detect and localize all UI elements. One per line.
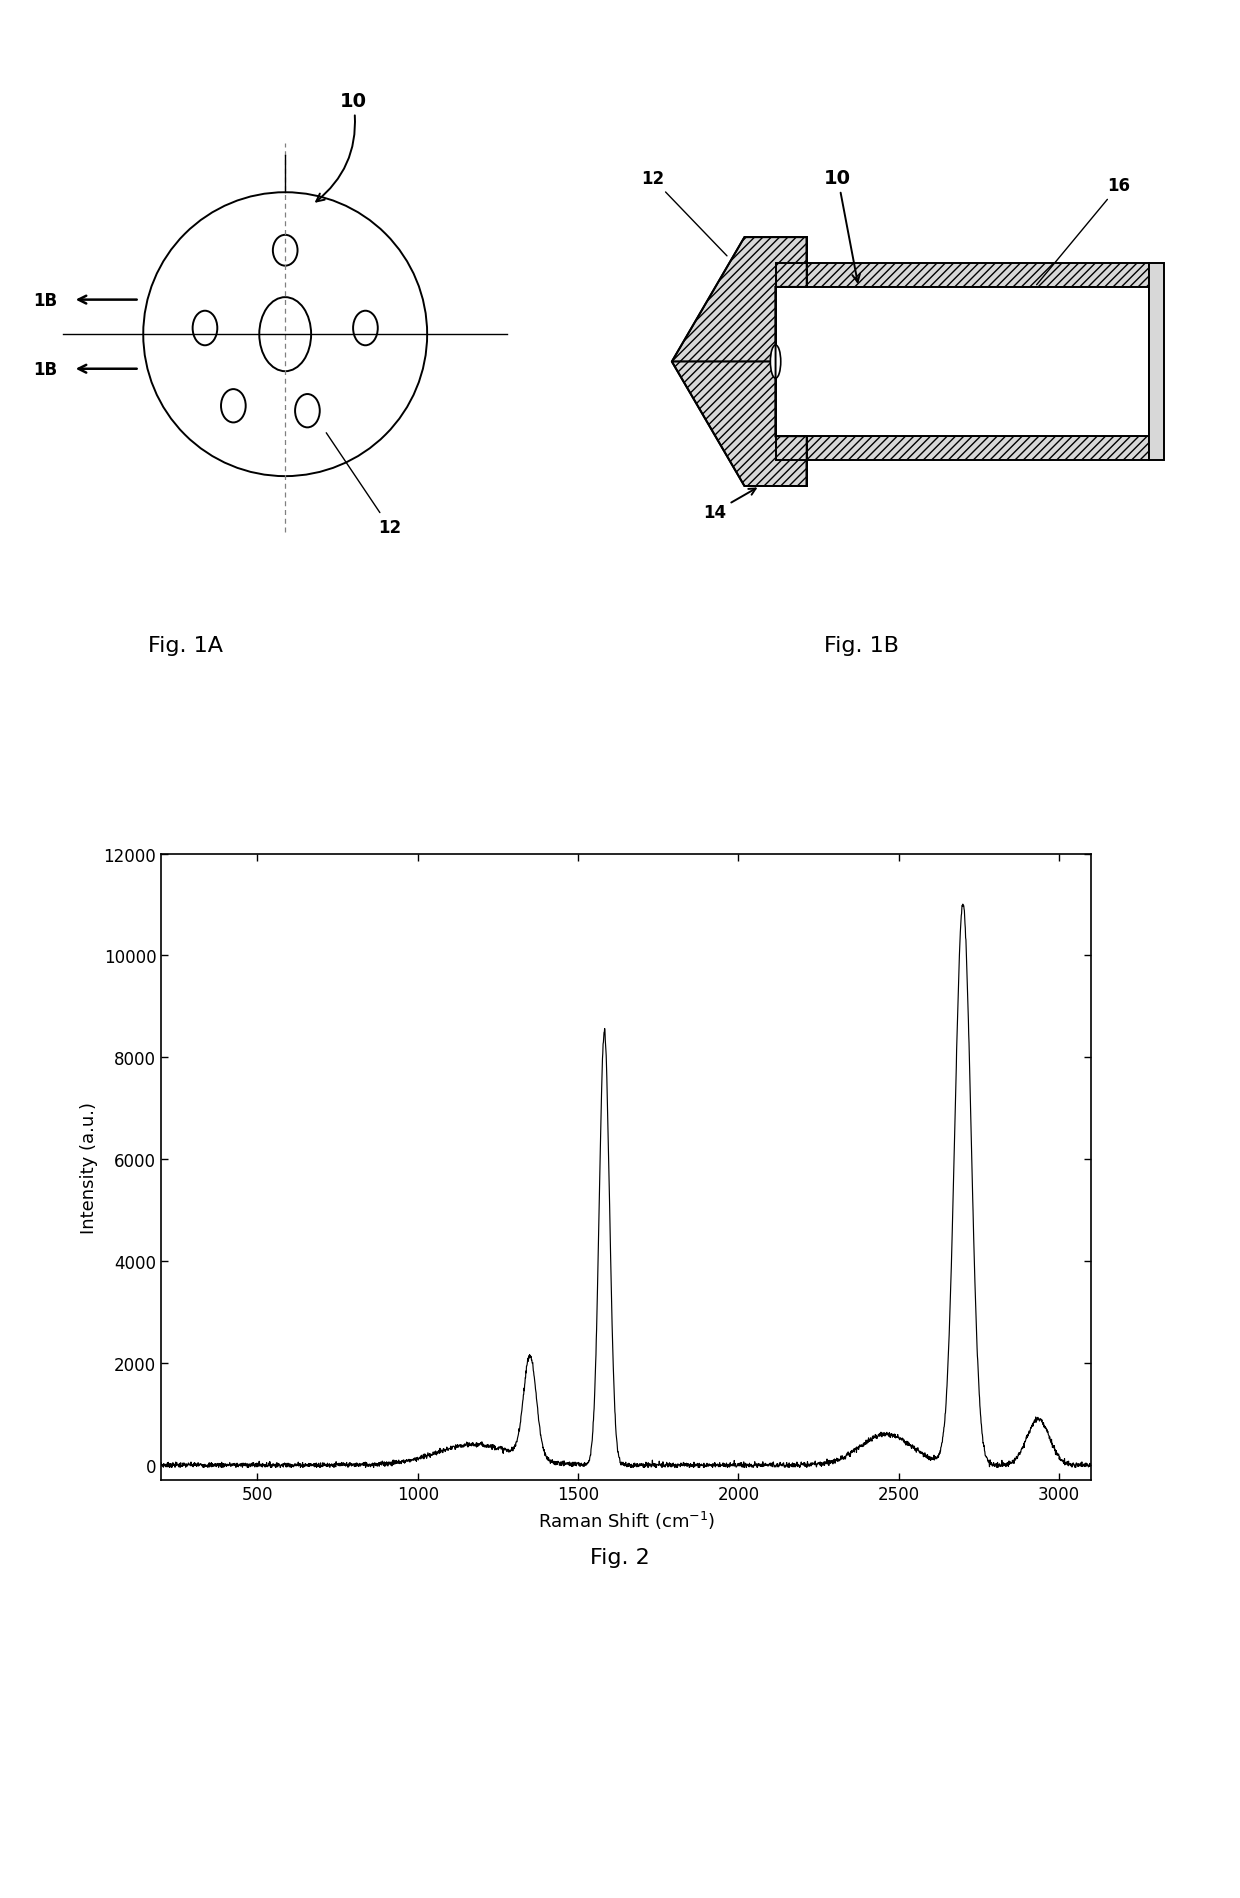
Polygon shape <box>672 237 807 363</box>
Text: 1B: 1B <box>32 361 57 378</box>
Ellipse shape <box>770 345 781 380</box>
Text: Fig. 2: Fig. 2 <box>590 1547 650 1568</box>
Text: 1B: 1B <box>32 292 57 309</box>
X-axis label: Raman Shift (cm$^{-1}$): Raman Shift (cm$^{-1}$) <box>537 1509 715 1532</box>
Text: 10: 10 <box>825 169 861 283</box>
Polygon shape <box>775 437 1149 461</box>
Text: Fig. 1B: Fig. 1B <box>825 636 899 657</box>
Polygon shape <box>1149 264 1164 461</box>
Text: 14: 14 <box>703 490 755 522</box>
Polygon shape <box>775 264 1149 288</box>
Text: 12: 12 <box>641 171 727 256</box>
Y-axis label: Intensity (a.u.): Intensity (a.u.) <box>81 1101 98 1234</box>
Polygon shape <box>672 363 807 486</box>
Text: 10: 10 <box>316 91 367 203</box>
Text: Fig. 1A: Fig. 1A <box>149 636 223 657</box>
Text: 16: 16 <box>1037 177 1131 285</box>
Polygon shape <box>775 288 1149 437</box>
Text: 12: 12 <box>326 433 401 537</box>
